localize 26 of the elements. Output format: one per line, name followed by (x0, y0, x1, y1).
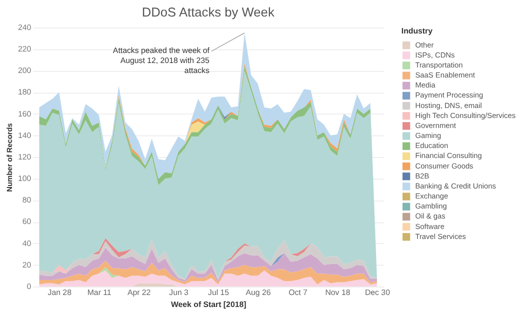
x-tick-label: Jul 15 (208, 288, 230, 297)
x-tick-label: Dec 30 (364, 288, 391, 297)
x-tick-label: Aug 26 (246, 288, 272, 297)
y-tick-label: 80 (22, 196, 32, 205)
y-tick-label: 0 (26, 282, 32, 291)
y-tick-label: 160 (18, 109, 32, 118)
y-tick-label: 200 (18, 66, 32, 76)
x-tick-label: Mar 11 (87, 288, 112, 297)
x-tick-label: Jan 28 (48, 288, 72, 297)
y-tick-label: 140 (18, 130, 32, 140)
annotation: Attacks peaked the week of August 12, 2018 with 235 attacks (112, 46, 210, 75)
y-tick-label: 180 (18, 88, 32, 97)
y-tick-label: 120 (18, 152, 32, 162)
chart-title: DDoS Attacks by Week (142, 4, 275, 20)
y-tick-label: 220 (18, 44, 32, 54)
x-tick-label: Jun 3 (169, 288, 190, 297)
x-tick-label: Apr 22 (127, 288, 151, 297)
x-tick-label: Nov 18 (325, 288, 351, 297)
y-tick-label: 60 (22, 217, 32, 226)
y-tick-label: 100 (18, 174, 32, 184)
x-tick-label: Oct 7 (288, 288, 308, 297)
y-tick-label: 40 (22, 238, 32, 248)
legend-title: Industry (401, 26, 434, 36)
y-tick-label: 20 (22, 260, 32, 270)
x-axis-title: Week of Start [2018] (170, 300, 247, 309)
y-tick-label: 240 (18, 22, 32, 32)
